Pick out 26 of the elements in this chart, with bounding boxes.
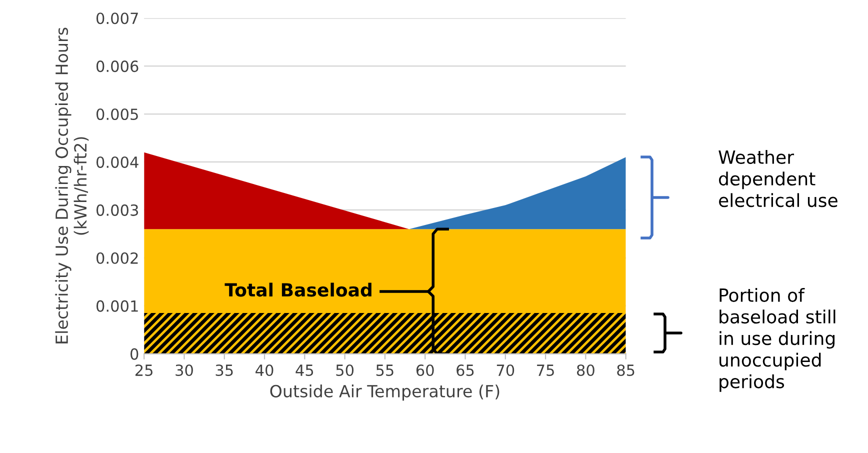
x-tick-label: 40 <box>256 364 274 376</box>
x-tick-label: 35 <box>216 364 233 376</box>
x-tick-label: 65 <box>456 364 474 376</box>
text: Weather dependent electrical use <box>718 150 838 208</box>
x-tick-label: 50 <box>336 364 354 376</box>
text: Portion of baseload still in use during unoccupied periods <box>720 288 836 392</box>
y-tick-label: 0.005 <box>96 108 138 120</box>
x-tick-label: 45 <box>296 364 314 376</box>
y-tick-label: 0.007 <box>96 12 138 24</box>
y-tick-label: 0.002 <box>96 252 138 264</box>
y-axis-title: Electricity Use During Occupied Hours (kWh/hr-ft2) <box>55 28 89 344</box>
x-tick-label: 70 <box>496 364 514 376</box>
x-tick-label: 85 <box>617 364 634 376</box>
x-tick-label: 80 <box>577 364 594 376</box>
annotation: Total Baseload <box>224 282 372 297</box>
y-tick-label: 0.004 <box>96 156 138 168</box>
x-tick-label: 25 <box>135 364 152 376</box>
x-axis-title: Outside Air Temperature (F) <box>270 384 500 401</box>
y-tick-label: 0.001 <box>96 300 138 312</box>
y-tick-label: 0 <box>130 348 138 360</box>
y-tick-label: 0.003 <box>96 204 138 216</box>
x-tick-label: 30 <box>176 364 193 376</box>
x-tick-label: 55 <box>376 364 394 376</box>
x-tick-label: 75 <box>537 364 554 376</box>
x-tick-label: 60 <box>416 364 434 376</box>
y-tick-label: 0.006 <box>96 60 138 72</box>
